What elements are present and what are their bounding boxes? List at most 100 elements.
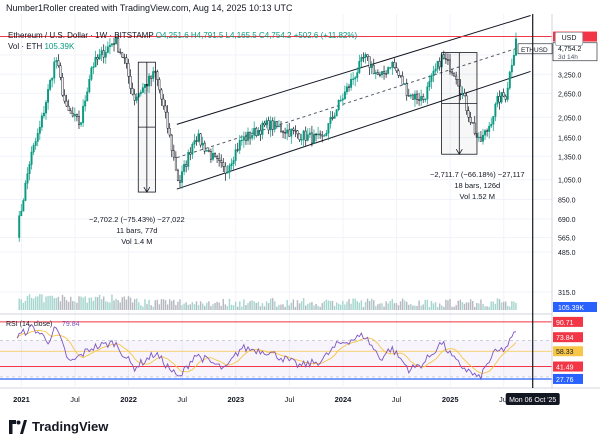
price-chart-svg[interactable]: −2,702.2 (−75.43%) −27,022 11 bars, 77d Vo…: [0, 14, 600, 414]
candle-body: [113, 43, 115, 45]
volume-bar: [453, 306, 455, 310]
candle-body: [67, 105, 70, 112]
candle-body: [348, 86, 350, 88]
symbol-tag-label: ETHUSD: [521, 47, 548, 54]
candle-body: [24, 182, 27, 201]
candle-body: [422, 96, 425, 100]
volume-bar: [30, 297, 33, 310]
candle-body: [498, 96, 501, 103]
volume-bar: [414, 305, 416, 310]
volume-bar: [160, 299, 163, 310]
volume-bar: [362, 306, 365, 310]
volume-bar: [342, 300, 344, 310]
volume-bar: [509, 306, 511, 310]
candle-body: [207, 150, 210, 152]
price-tick-label: 485.0: [558, 250, 576, 257]
volume-bar: [119, 302, 121, 310]
candle-body: [376, 72, 379, 75]
candle-body: [288, 129, 291, 137]
volume-bar: [177, 301, 179, 310]
candle-body: [486, 130, 489, 132]
volume-bar: [76, 302, 78, 310]
candle-body: [397, 70, 400, 76]
rsi-tick-label: 90.71: [556, 320, 574, 327]
rsi-ma-line: [16, 329, 517, 374]
measurements[interactable]: −2,702.2 (−75.43%) −27,022 11 bars, 77d Vo…: [89, 52, 525, 246]
candle-body: [399, 74, 402, 77]
price-axis[interactable]: 4,000.03,250.02,650.02,050.01,650.01,350…: [517, 14, 600, 414]
volume-bar: [206, 302, 208, 310]
volume-bar: [220, 305, 222, 310]
volume-bar: [317, 305, 319, 310]
volume-bar: [261, 303, 264, 310]
rsi-pane: RSI (14, close) 79.84: [0, 321, 552, 381]
volume-bar: [430, 301, 433, 310]
candle-body: [292, 128, 295, 131]
volume-bar: [100, 299, 103, 310]
rsi-tick-label: 27.76: [556, 377, 574, 384]
volume-bar: [255, 302, 257, 310]
time-axis[interactable]: 2021 Jul 2022 Jul 2023 Jul 2024 Jul 2025 Jul: [0, 387, 600, 414]
volume-bar: [434, 302, 437, 310]
volume-bar: [158, 304, 161, 310]
volume-bar: [319, 306, 321, 310]
chart-area[interactable]: −2,702.2 (−75.43%) −27,022 11 bars, 77d Vo…: [0, 14, 600, 414]
volume-bar: [86, 302, 88, 310]
price-tick-label: 1,050.0: [558, 178, 581, 185]
tradingview-logo-icon: [9, 420, 27, 434]
volume-tag: [553, 302, 597, 312]
volume-bar: [201, 303, 204, 310]
volume-bar: [416, 305, 418, 310]
candle-body: [368, 56, 371, 68]
volume-bar: [67, 301, 70, 310]
candle-body: [420, 96, 423, 101]
volume-bar: [515, 302, 517, 310]
rsi-value: 79.84: [62, 321, 80, 328]
volume-bar: [189, 304, 192, 310]
volume-bar: [426, 299, 429, 310]
candle-body: [426, 86, 429, 100]
volume-bar: [96, 297, 99, 310]
candle-body: [61, 76, 64, 96]
candle-body: [387, 67, 390, 74]
candle-body: [492, 116, 495, 125]
candle-body: [364, 54, 367, 58]
volume-bar: [469, 299, 472, 310]
volume-bar: [397, 305, 400, 310]
candle-body: [131, 88, 134, 95]
candle-body: [80, 122, 83, 125]
currency-button[interactable]: USD: [555, 32, 583, 46]
candle-body: [199, 133, 202, 146]
candle-body: [418, 99, 421, 101]
candle-body: [263, 122, 266, 126]
rsi-tick-tag: [553, 361, 583, 372]
candle-body: [430, 75, 433, 82]
measure-label: −2,711.7 (−66.18%) −27,117: [430, 170, 525, 179]
volume-bar: [356, 301, 358, 310]
volume-bar: [230, 304, 233, 310]
volume-bar: [41, 294, 43, 310]
volume-bar: [222, 298, 224, 310]
volume-bar: [74, 301, 76, 310]
candle-body: [500, 92, 503, 103]
candle-body: [255, 127, 258, 136]
symbol-line: Ethereum / U.S. Dollar · 1W · BITSTAMP: [8, 31, 154, 40]
candle-body: [496, 96, 499, 105]
candle-body: [203, 142, 206, 152]
volume-bar: [383, 306, 385, 310]
trend-channel[interactable]: [176, 15, 531, 190]
volume-bar: [329, 300, 332, 310]
volume-bar: [451, 306, 453, 310]
candle-body: [381, 71, 383, 76]
candle-body: [306, 134, 309, 141]
candle-body: [226, 172, 229, 174]
volume-bar: [366, 298, 369, 310]
candle-body: [164, 105, 167, 113]
volume-bar: [152, 306, 154, 310]
volume-bar: [131, 302, 134, 310]
time-tick-label: 2023: [227, 395, 244, 404]
volume-bar: [28, 294, 31, 310]
price-tick-label: 1,350.0: [558, 154, 581, 161]
volume-bar: [53, 298, 55, 310]
candle-body: [339, 99, 342, 102]
